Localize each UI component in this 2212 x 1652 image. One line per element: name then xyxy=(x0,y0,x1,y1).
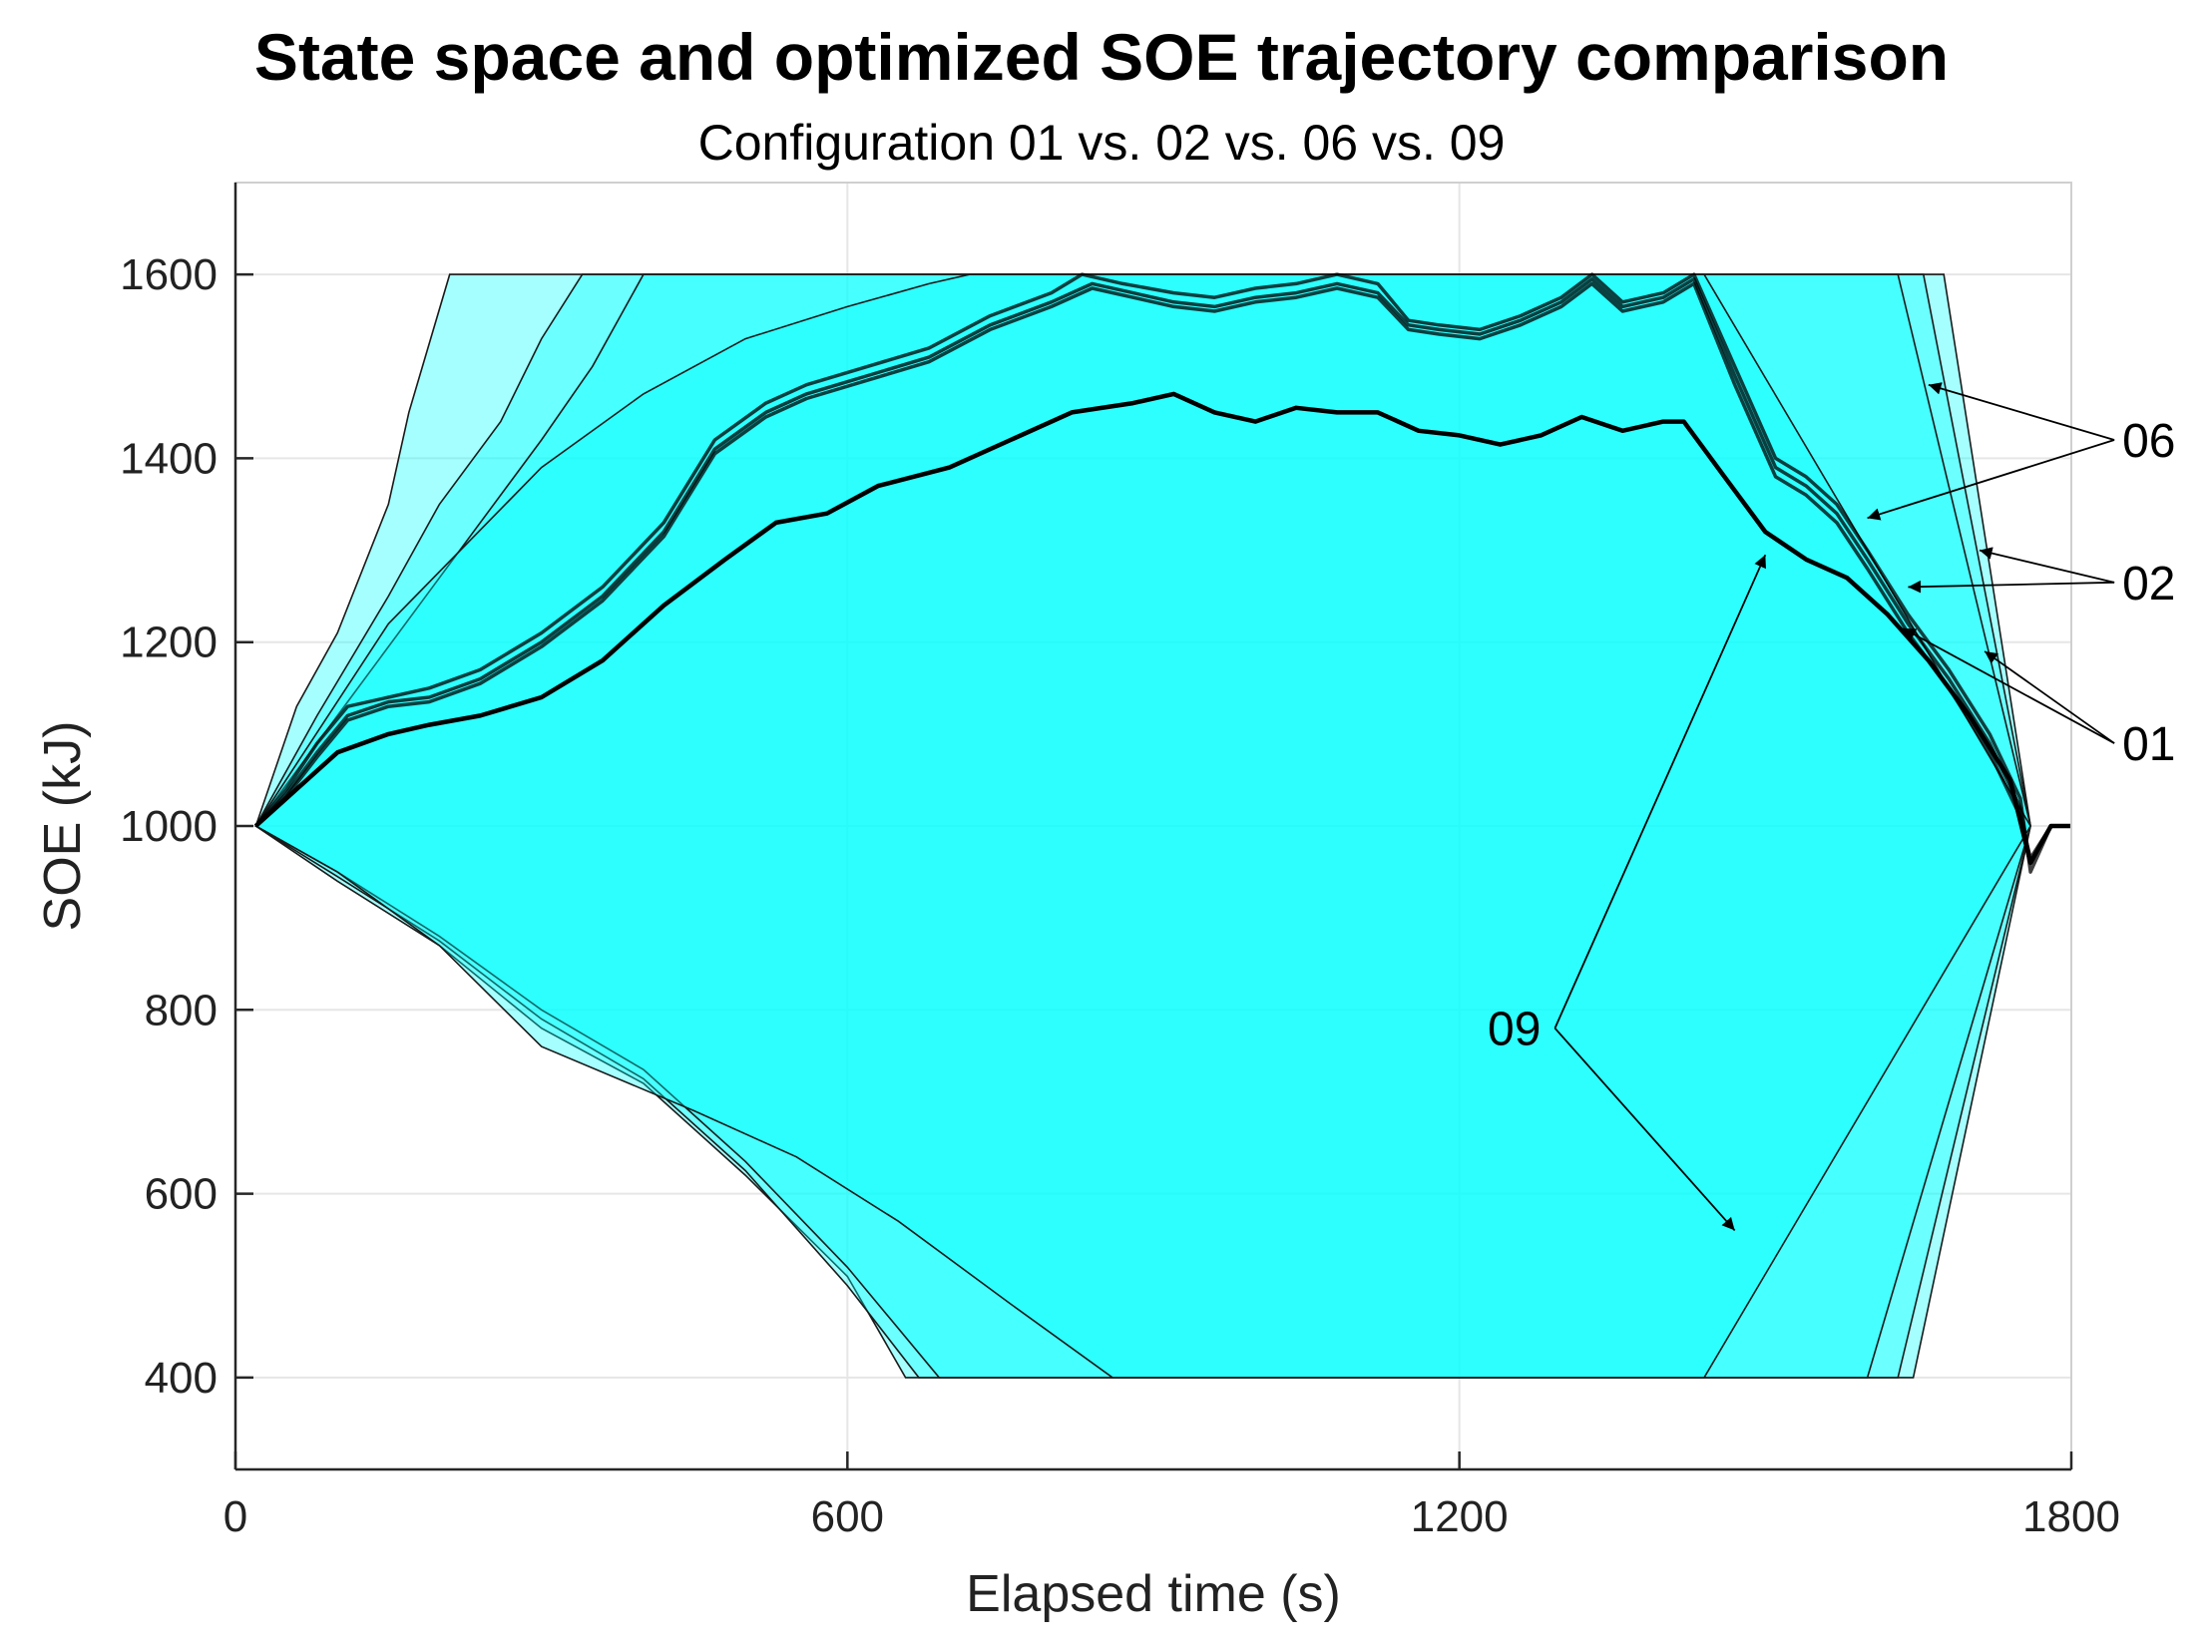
chart-subtitle: Configuration 01 vs. 02 vs. 06 vs. 09 xyxy=(698,115,1506,171)
y-axis-label: SOE (kJ) xyxy=(34,721,92,932)
y-tick-label: 600 xyxy=(145,1170,218,1219)
annotation-arrow-01 xyxy=(1984,650,2115,744)
y-tick-label: 1200 xyxy=(120,619,218,667)
annotation-label-09: 09 xyxy=(1488,1004,1541,1056)
chart-title: State space and optimized SOE trajectory… xyxy=(254,20,1949,94)
state-space-09 xyxy=(254,273,2032,1379)
annotation-arrow-01 xyxy=(1902,627,2115,744)
annotation-arrow-06 xyxy=(1928,382,2115,441)
annotation-arrow-06 xyxy=(1867,439,2115,521)
trajectory-09 xyxy=(253,391,2071,866)
trajectory-01 xyxy=(254,281,2071,861)
axes: 0 600 1200 1800 400 600 800 1000 1200 1400 1600 xyxy=(120,182,2120,1541)
y-tick-label: 1400 xyxy=(120,434,218,483)
x-tick-label: 1200 xyxy=(1411,1492,1509,1541)
trajectory-06 xyxy=(254,272,2071,874)
y-tick-label: 1600 xyxy=(120,250,218,299)
annotation-label-01: 01 xyxy=(2122,718,2175,771)
y-tick-label: 800 xyxy=(145,986,218,1034)
annotation-arrow-02 xyxy=(1979,547,2115,584)
y-tick-label: 1000 xyxy=(120,802,218,851)
x-tick-label: 1800 xyxy=(2022,1492,2120,1541)
annotation-label-02: 02 xyxy=(2122,558,2175,611)
x-tick-label: 600 xyxy=(811,1492,884,1541)
annotation-arrow-02 xyxy=(1908,580,2115,594)
state-space-02 xyxy=(254,273,2031,1379)
optimized-trajectories xyxy=(253,272,2071,874)
state-space-01 xyxy=(254,273,2031,1379)
y-tick-label: 400 xyxy=(145,1354,218,1403)
state-space-06 xyxy=(254,273,2031,1379)
state-space-regions xyxy=(254,273,2032,1379)
x-axis-label: Elapsed time (s) xyxy=(966,1565,1341,1623)
x-tick-label: 0 xyxy=(223,1492,247,1541)
annotation-arrow-09 xyxy=(1553,554,1767,1030)
trajectory-02 xyxy=(254,277,2071,865)
annotations: 06 02 01 09 xyxy=(1488,382,2176,1232)
annotation-label-06: 06 xyxy=(2122,415,2175,468)
annotation-arrow-09 xyxy=(1553,1028,1736,1232)
